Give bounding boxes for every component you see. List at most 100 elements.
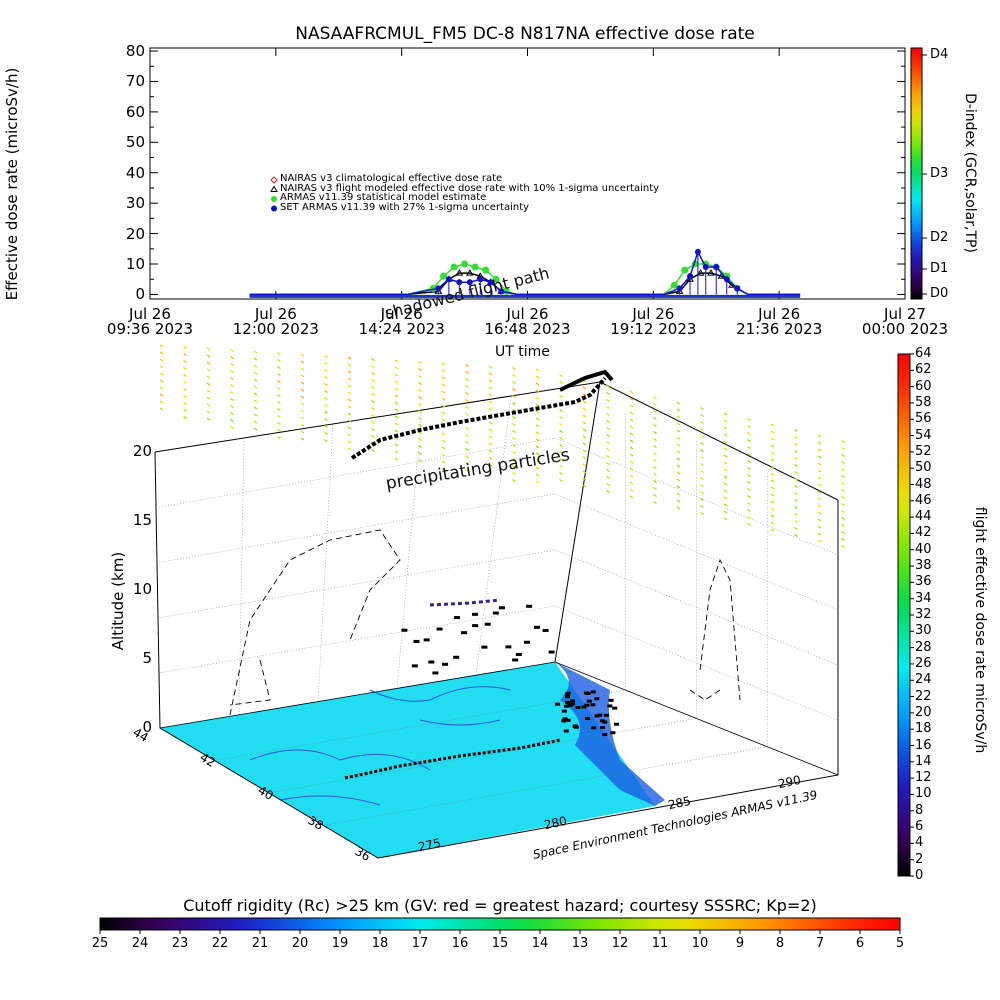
particle-mark	[465, 433, 469, 438]
x-axis-label: UT time	[495, 344, 550, 360]
particle-mark	[418, 444, 422, 449]
particle-mark	[253, 406, 258, 410]
particle-mark	[183, 345, 187, 350]
x-tick-label: Jul 26	[506, 305, 549, 323]
particle-mark	[394, 359, 399, 363]
particle-mark	[794, 498, 798, 503]
particle-mark	[347, 419, 352, 423]
particle-mark	[629, 425, 634, 429]
particle-mark	[441, 432, 446, 436]
nairas-point	[707, 269, 715, 276]
particle-mark	[277, 435, 281, 440]
particle-mark	[794, 533, 798, 538]
particle-mark	[606, 447, 610, 452]
particle-mark	[371, 371, 375, 376]
flight-path-shadow	[559, 369, 614, 392]
particle-mark	[794, 463, 798, 468]
particle-mark	[512, 443, 516, 448]
particle-mark	[700, 483, 704, 488]
armas-model-point	[492, 275, 500, 283]
particle-mark	[465, 384, 469, 389]
rigidity-colorbar-tick-label: 16	[451, 936, 469, 951]
particle-mark	[653, 409, 657, 414]
particle-mark	[324, 431, 328, 436]
particle-mark	[300, 416, 305, 420]
wall-grid	[238, 437, 245, 715]
particle-mark	[817, 434, 822, 438]
particle-mark	[371, 364, 375, 369]
particle-mark	[418, 395, 422, 400]
particle-mark	[441, 362, 446, 366]
particle-mark	[441, 460, 446, 464]
floor-grid	[268, 718, 697, 794]
particle-mark	[347, 447, 352, 451]
particle-mark	[512, 373, 516, 378]
set-armas-point	[713, 264, 720, 271]
d-index-tick-label: D4	[930, 47, 949, 62]
particle-mark	[159, 379, 164, 383]
particle-mark	[770, 479, 775, 483]
particle-mark	[183, 373, 187, 378]
particle-mark	[535, 473, 540, 477]
particle-mark	[794, 491, 798, 496]
set-armas-point	[466, 279, 473, 286]
dose-colorbar-tick-label: 10	[915, 786, 932, 802]
particle-mark	[629, 397, 634, 401]
particle-mark	[465, 426, 469, 431]
particle-mark	[606, 391, 610, 396]
particle-mark	[465, 468, 469, 473]
rigidity-colorbar-tick-label: 19	[331, 936, 349, 951]
particle-mark	[841, 523, 845, 528]
particle-mark	[559, 415, 563, 420]
particle-mark	[676, 415, 681, 419]
particle-mark	[324, 382, 328, 387]
particle-mark	[700, 413, 704, 418]
particle-mark	[230, 418, 234, 423]
particle-mark	[488, 421, 493, 425]
armas-model-point	[461, 260, 469, 268]
particle-mark	[653, 486, 657, 491]
dose-colorbar-tick-label: 30	[915, 623, 932, 639]
dose-colorbar-tick-label: 50	[915, 460, 932, 476]
particle-mark	[441, 383, 446, 387]
legend-marker	[270, 185, 278, 192]
particle-mark	[747, 452, 751, 457]
rigidity-colorbar-label: Cutoff rigidity (Rc) >25 km (GV: red = g…	[183, 896, 817, 915]
particle-mark	[230, 355, 234, 360]
particle-mark	[159, 344, 164, 348]
particle-mark	[277, 358, 281, 363]
particle-mark	[770, 493, 775, 497]
particle-mark	[653, 423, 657, 428]
particle-mark	[324, 389, 328, 394]
nairas-point	[455, 269, 464, 276]
particle-mark	[324, 368, 328, 373]
particle-mark	[277, 428, 281, 433]
particle-mark	[841, 516, 845, 521]
particle-mark	[794, 484, 798, 489]
particle-mark	[794, 442, 798, 447]
particle-mark	[606, 489, 610, 494]
dose-colorbar-tick-label: 46	[915, 492, 932, 508]
particle-mark	[841, 453, 845, 458]
particle-mark	[770, 423, 775, 427]
x-tick-label: Jul 27	[884, 305, 926, 323]
particle-mark	[817, 483, 822, 487]
set-armas-point	[445, 276, 452, 283]
particle-mark	[230, 397, 234, 402]
particle-mark	[817, 441, 822, 445]
state-boundaries	[249, 749, 431, 806]
particle-mark	[300, 374, 305, 378]
armas-model-point	[482, 266, 490, 274]
particle-mark	[347, 391, 352, 395]
particle-mark	[324, 403, 328, 408]
dose-colorbar-tick-label: 4	[915, 835, 924, 851]
dose-colorbar-tick-label: 58	[915, 394, 932, 410]
particle-mark	[770, 507, 775, 511]
particle-mark	[535, 410, 540, 414]
y-tick-label: 20	[125, 224, 145, 243]
particle-mark	[559, 471, 563, 476]
particle-mark	[629, 495, 634, 499]
particle-mark	[206, 403, 211, 407]
set-armas-point	[676, 285, 683, 292]
